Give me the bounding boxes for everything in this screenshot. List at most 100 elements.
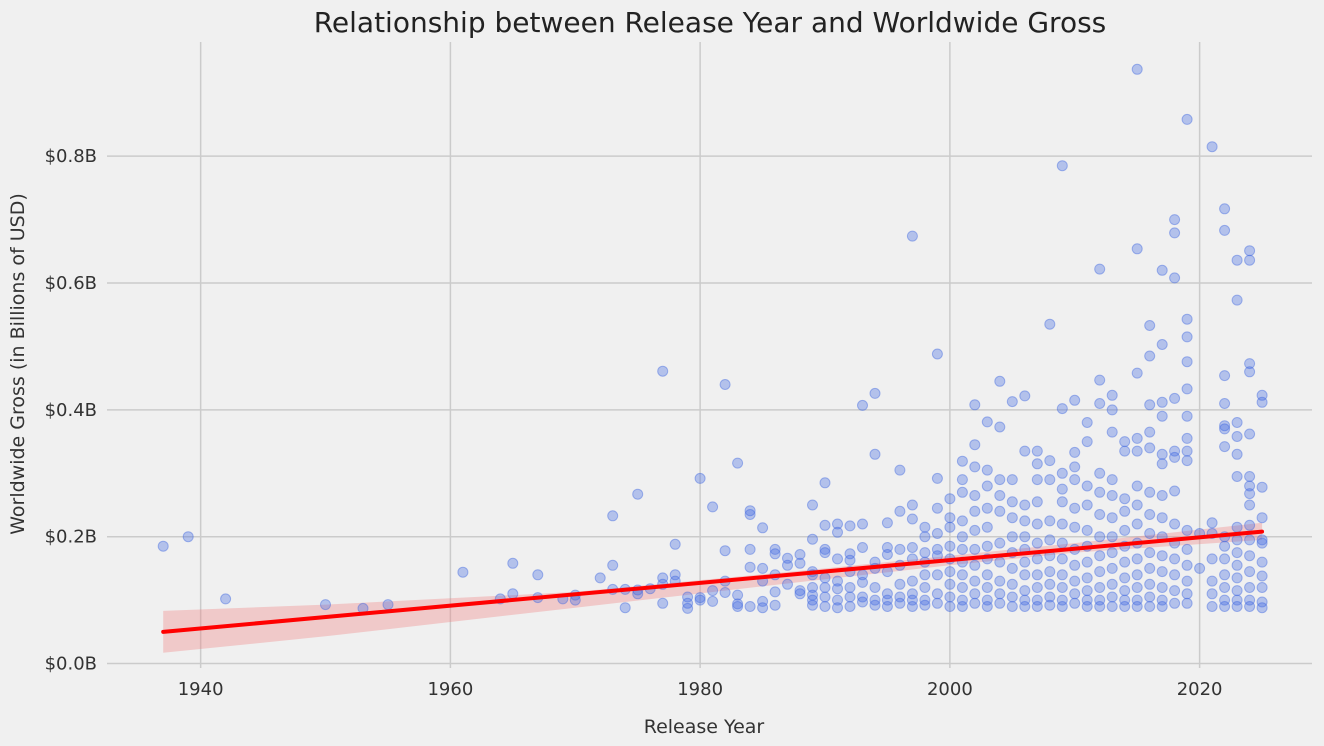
scatter-point <box>969 490 981 501</box>
scatter-point <box>819 477 831 489</box>
scatter-point <box>744 543 756 555</box>
scatter-point <box>931 502 943 514</box>
scatter-point <box>1144 486 1156 498</box>
scatter-point <box>1181 331 1193 343</box>
scatter-point <box>906 588 918 600</box>
scatter-point <box>1256 396 1268 408</box>
scatter-point <box>969 439 981 451</box>
scatter-point <box>694 594 706 606</box>
scatter-point <box>857 542 868 553</box>
scatter-point <box>1131 432 1143 444</box>
scatter-point <box>757 602 769 614</box>
scatter-point <box>1106 601 1118 612</box>
scatter-point <box>1106 404 1118 416</box>
y-tick-label: $0.2B <box>45 527 97 548</box>
scatter-point <box>1181 543 1193 555</box>
scatter-point <box>931 528 943 539</box>
scatter-point <box>969 461 981 473</box>
scatter-point <box>869 599 881 611</box>
scatter-point <box>1094 566 1106 578</box>
scatter-point <box>881 517 893 529</box>
scatter-point <box>1219 224 1231 236</box>
scatter-point <box>1256 534 1268 546</box>
data-points <box>157 63 1268 614</box>
scatter-point <box>994 505 1006 517</box>
scatter-point <box>1169 585 1181 597</box>
scatter-point <box>1244 254 1256 266</box>
scatter-point <box>894 543 906 555</box>
scatter-point <box>1069 575 1081 587</box>
scatter-point <box>807 589 818 601</box>
scatter-point <box>994 537 1006 549</box>
scatter-point <box>1244 488 1256 500</box>
scatter-point <box>1094 509 1106 520</box>
scatter-point <box>1006 512 1018 524</box>
scatter-point <box>1244 534 1256 546</box>
scatter-point <box>1069 461 1081 473</box>
scatter-point <box>1231 431 1243 442</box>
scatter-point <box>1169 445 1181 457</box>
scatter-point <box>1044 534 1056 546</box>
scatter-point <box>769 599 781 611</box>
scatter-point <box>1156 458 1168 470</box>
scatter-point <box>1244 480 1256 492</box>
scatter-point <box>1181 356 1193 368</box>
scatter-point <box>1169 214 1181 226</box>
scatter-point <box>869 387 881 399</box>
scatter-point <box>1181 113 1193 125</box>
scatter-point <box>857 591 868 603</box>
scatter-point <box>1081 524 1093 536</box>
scatter-point <box>1156 566 1168 578</box>
scatter-point <box>1231 559 1243 571</box>
scatter-point <box>1244 245 1256 257</box>
scatter-point <box>1119 524 1131 536</box>
scatter-point <box>844 582 856 593</box>
scatter-point <box>881 549 893 560</box>
scatter-point <box>981 569 993 581</box>
scatter-point <box>619 602 631 614</box>
y-tick-labels: $0.0B $0.2B $0.4B $0.6B $0.8B <box>45 146 97 674</box>
scatter-point <box>931 597 943 609</box>
scatter-point <box>1119 556 1131 568</box>
scatter-point <box>719 545 731 557</box>
scatter-point <box>569 594 581 606</box>
scatter-point <box>1094 601 1106 612</box>
scatter-point <box>682 602 694 614</box>
scatter-point <box>1044 455 1056 467</box>
scatter-point <box>1094 550 1106 562</box>
scatter-point <box>832 553 843 565</box>
scatter-point <box>1119 594 1131 606</box>
scatter-point <box>1081 601 1093 612</box>
scatter-point <box>1006 578 1018 590</box>
scatter-point <box>794 549 806 560</box>
scatter-point <box>594 572 606 584</box>
scatter-point <box>919 582 931 593</box>
scatter-point <box>1219 601 1231 612</box>
scatter-point <box>1219 420 1231 432</box>
scatter-point <box>1169 451 1181 463</box>
scatter-point <box>881 601 893 612</box>
scatter-point <box>1044 599 1056 611</box>
scatter-point <box>969 597 981 609</box>
scatter-point <box>1131 553 1143 565</box>
scatter-point <box>1081 585 1093 597</box>
scatter-point <box>981 521 993 533</box>
scatter-point <box>1006 531 1018 543</box>
scatter-point <box>220 593 232 605</box>
scatter-point <box>881 594 893 606</box>
scatter-point <box>981 464 993 476</box>
scatter-point <box>1106 389 1118 401</box>
scatter-point <box>956 569 968 581</box>
scatter-point <box>1256 570 1268 582</box>
scatter-point <box>969 543 981 555</box>
scatter-point <box>1144 399 1156 411</box>
scatter-point <box>1031 458 1043 470</box>
scatter-point <box>1056 601 1068 612</box>
scatter-point <box>1144 528 1156 539</box>
scatter-point <box>994 575 1006 587</box>
scatter-point <box>1006 396 1018 408</box>
scatter-point <box>632 488 644 500</box>
scatter-point <box>881 542 893 553</box>
scatter-point <box>782 578 793 590</box>
